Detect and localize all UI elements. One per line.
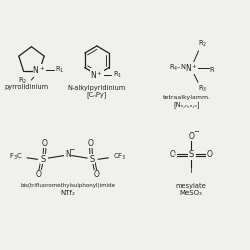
- Text: CF$_3$: CF$_3$: [112, 152, 126, 162]
- Text: O: O: [188, 132, 194, 141]
- Text: R$_4$–N: R$_4$–N: [169, 63, 186, 73]
- Text: mesylate: mesylate: [176, 184, 206, 190]
- Text: bis(trifluoromethylsulphonyl)imide: bis(trifluoromethylsulphonyl)imide: [20, 184, 115, 188]
- Text: S: S: [188, 150, 194, 159]
- Text: R$_1$: R$_1$: [55, 65, 64, 75]
- Text: N$^+$: N$^+$: [90, 69, 103, 81]
- Text: $−$: $−$: [193, 127, 200, 133]
- Text: O: O: [170, 150, 176, 159]
- Text: R$_1$: R$_1$: [112, 70, 122, 80]
- Text: O: O: [88, 139, 94, 148]
- Text: S: S: [89, 155, 94, 164]
- Text: NTf₂: NTf₂: [60, 190, 75, 196]
- Text: N$^+$: N$^+$: [185, 62, 198, 74]
- Text: O: O: [36, 170, 42, 179]
- Text: O: O: [42, 139, 48, 148]
- Text: O: O: [206, 150, 212, 159]
- Text: [Nₙ,ₙ,ₙ,ₙ]: [Nₙ,ₙ,ₙ,ₙ]: [173, 102, 200, 108]
- Text: N-alkylpyridinium: N-alkylpyridinium: [68, 85, 126, 91]
- Text: tetraalkylamm.: tetraalkylamm.: [162, 95, 210, 100]
- Text: $−$: $−$: [68, 143, 76, 152]
- Text: =: =: [172, 150, 179, 159]
- Text: N: N: [65, 150, 71, 159]
- Text: |: |: [190, 164, 193, 173]
- Text: R: R: [209, 67, 214, 73]
- Text: S: S: [41, 155, 46, 164]
- Text: R$_3$: R$_3$: [198, 84, 208, 94]
- Text: R$_2$: R$_2$: [18, 76, 27, 86]
- Text: pyrrolidinium: pyrrolidinium: [4, 84, 49, 90]
- Text: R$_2$: R$_2$: [198, 39, 208, 49]
- Text: F$_3$C: F$_3$C: [9, 152, 23, 162]
- Text: MeSO₃: MeSO₃: [180, 190, 203, 196]
- Text: $\!$N$^+$: $\!$N$^+$: [33, 64, 45, 76]
- Text: O: O: [94, 170, 100, 179]
- Text: [CₙPy]: [CₙPy]: [87, 91, 107, 98]
